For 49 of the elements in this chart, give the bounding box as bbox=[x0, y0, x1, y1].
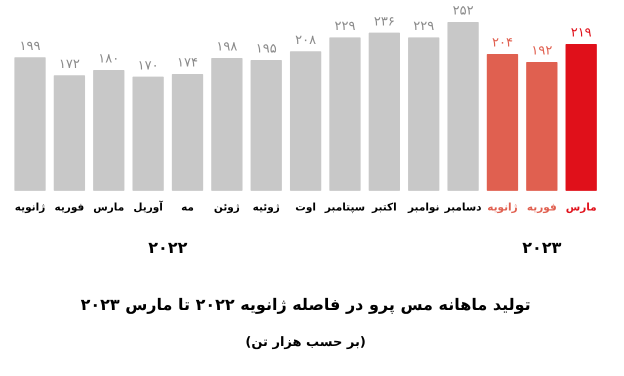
bar bbox=[368, 32, 400, 191]
data-label: ۱۹۸ bbox=[216, 40, 238, 55]
data-label: ۱۷۴ bbox=[177, 56, 198, 71]
x-tick-label: دسامبر bbox=[444, 201, 482, 214]
data-label: ۲۱۹ bbox=[570, 26, 592, 41]
x-tick-label: ژانویه bbox=[14, 201, 46, 214]
bar bbox=[408, 37, 440, 191]
x-tick-label: فوریه bbox=[54, 201, 84, 214]
text: تولید ماهانه مس پرو در فاصله ژانویه ۲۰۲۲ تا مارس ۲۰۲۳ bbox=[80, 294, 531, 314]
data-label: ۲۰۴ bbox=[492, 36, 513, 51]
bar bbox=[14, 57, 46, 191]
data-label: ۲۲۹ bbox=[413, 19, 434, 34]
text: ۲۰۲۲ bbox=[148, 238, 188, 257]
x-tick-label: ژانویه bbox=[487, 201, 518, 214]
bar bbox=[526, 62, 558, 191]
data-label: ۲۵۲ bbox=[452, 4, 474, 19]
bar bbox=[250, 60, 282, 191]
bar bbox=[329, 37, 361, 191]
data-label: ۱۷۰ bbox=[138, 58, 159, 74]
x-tick-label: ژوئیه bbox=[252, 201, 280, 214]
x-tick-label: نوامبر bbox=[406, 201, 440, 214]
data-label: ۲۲۹ bbox=[334, 19, 356, 34]
x-tick-label: مارس bbox=[93, 201, 124, 214]
bar bbox=[172, 74, 204, 191]
x-tick-label: سپتامبر bbox=[324, 201, 366, 214]
bar bbox=[132, 76, 164, 191]
data-label: ۱۷۲ bbox=[58, 56, 80, 72]
bar bbox=[54, 75, 86, 191]
x-tick-label: ژوئن bbox=[214, 201, 240, 214]
data-label: ۲۰۸ bbox=[295, 33, 316, 48]
x-tick-label: مه bbox=[181, 201, 194, 214]
x-tick-label: فوریه bbox=[526, 201, 557, 214]
bar bbox=[93, 70, 124, 191]
bar bbox=[290, 51, 322, 191]
bar bbox=[566, 44, 597, 191]
data-label: ۱۹۵ bbox=[256, 42, 277, 57]
bar bbox=[211, 58, 243, 191]
data-label: ۱۹۹ bbox=[20, 39, 41, 54]
data-label: ۲۳۶ bbox=[374, 14, 395, 30]
x-tick-label: مارس bbox=[566, 201, 597, 214]
text: ۲۰۲۳ bbox=[522, 238, 562, 257]
data-label: ۱۹۲ bbox=[531, 44, 552, 59]
data-label: ۱۸۰ bbox=[98, 52, 120, 67]
bar bbox=[486, 54, 518, 191]
x-tick-label: اوت bbox=[295, 201, 316, 214]
x-tick-label: اکتبر bbox=[370, 201, 397, 214]
text: (بر حسب هزار تن) bbox=[245, 334, 366, 350]
bar bbox=[447, 22, 479, 191]
x-tick-label: آوریل bbox=[133, 199, 164, 214]
